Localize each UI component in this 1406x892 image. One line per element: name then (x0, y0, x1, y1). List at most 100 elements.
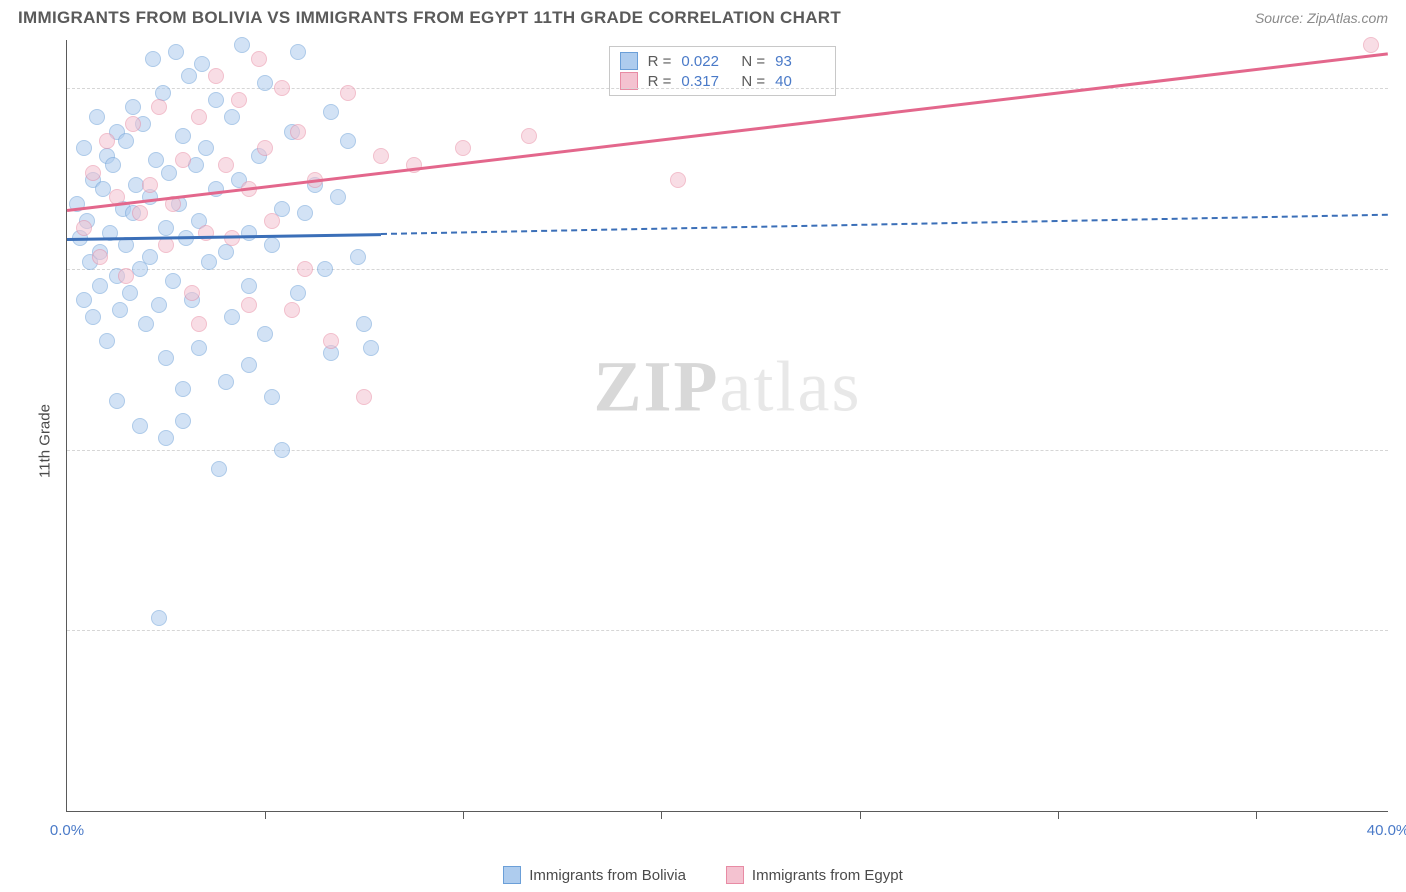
data-point (264, 389, 280, 405)
data-point (208, 181, 224, 197)
data-point (132, 418, 148, 434)
n-value-egypt: 40 (775, 73, 825, 90)
data-point (257, 326, 273, 342)
data-point (76, 220, 92, 236)
data-point (175, 413, 191, 429)
data-point (158, 220, 174, 236)
data-point (455, 140, 471, 156)
data-point (112, 302, 128, 318)
data-point (151, 297, 167, 313)
data-point (521, 128, 537, 144)
ytick-label: 100.0% (1398, 80, 1406, 97)
data-point (138, 316, 154, 332)
data-point (340, 85, 356, 101)
n-label: N = (741, 53, 765, 70)
data-point (218, 244, 234, 260)
data-point (181, 68, 197, 84)
data-point (290, 285, 306, 301)
data-point (323, 333, 339, 349)
ytick-label: 92.5% (1398, 260, 1406, 277)
xtick (1058, 811, 1059, 819)
data-point (670, 172, 686, 188)
data-point (142, 177, 158, 193)
data-point (317, 261, 333, 277)
legend-label-egypt: Immigrants from Egypt (752, 867, 903, 884)
data-point (191, 340, 207, 356)
data-point (218, 157, 234, 173)
legend-swatch-bolivia (503, 866, 521, 884)
data-point (191, 316, 207, 332)
ytick-label: 85.0% (1398, 441, 1406, 458)
xtick-label: 0.0% (50, 822, 84, 839)
xtick (661, 811, 662, 819)
data-point (224, 109, 240, 125)
data-point (218, 374, 234, 390)
data-point (264, 213, 280, 229)
data-point (89, 109, 105, 125)
watermark: ZIPatlas (594, 345, 862, 428)
legend-label-bolivia: Immigrants from Bolivia (529, 867, 686, 884)
xtick (463, 811, 464, 819)
r-label: R = (648, 73, 672, 90)
n-value-bolivia: 93 (775, 53, 825, 70)
data-point (151, 99, 167, 115)
data-point (122, 285, 138, 301)
n-label: N = (741, 73, 765, 90)
data-point (264, 237, 280, 253)
data-point (208, 92, 224, 108)
data-point (148, 152, 164, 168)
data-point (158, 430, 174, 446)
ytick-label: 77.5% (1398, 622, 1406, 639)
data-point (194, 56, 210, 72)
chart-area: 11th Grade ZIPatlas R = 0.022 N = 93 R =… (18, 40, 1388, 842)
chart-source: Source: ZipAtlas.com (1255, 10, 1388, 26)
data-point (340, 133, 356, 149)
data-point (151, 610, 167, 626)
data-point (356, 389, 372, 405)
data-point (251, 51, 267, 67)
data-point (224, 309, 240, 325)
r-label: R = (648, 53, 672, 70)
legend-bottom: Immigrants from Bolivia Immigrants from … (0, 866, 1406, 884)
xtick (265, 811, 266, 819)
data-point (1363, 37, 1379, 53)
data-point (297, 261, 313, 277)
plot-region: ZIPatlas R = 0.022 N = 93 R = 0.317 N = … (66, 40, 1388, 812)
legend-item-bolivia: Immigrants from Bolivia (503, 866, 686, 884)
xtick-label: 40.0% (1367, 822, 1406, 839)
data-point (92, 278, 108, 294)
data-point (234, 37, 250, 53)
data-point (175, 152, 191, 168)
data-point (76, 140, 92, 156)
data-point (290, 44, 306, 60)
xtick (860, 811, 861, 819)
data-point (76, 292, 92, 308)
data-point (125, 99, 141, 115)
data-point (363, 340, 379, 356)
data-point (201, 254, 217, 270)
legend-swatch-egypt (726, 866, 744, 884)
data-point (158, 237, 174, 253)
r-value-bolivia: 0.022 (681, 53, 731, 70)
data-point (99, 333, 115, 349)
data-point (92, 249, 108, 265)
data-point (125, 116, 141, 132)
data-point (161, 165, 177, 181)
data-point (241, 225, 257, 241)
data-point (257, 140, 273, 156)
data-point (211, 461, 227, 477)
data-point (191, 109, 207, 125)
data-point (241, 357, 257, 373)
data-point (168, 44, 184, 60)
data-point (241, 297, 257, 313)
data-point (158, 350, 174, 366)
data-point (85, 309, 101, 325)
legend-swatch-bolivia (620, 52, 638, 70)
gridline (67, 269, 1388, 270)
data-point (175, 381, 191, 397)
data-point (208, 68, 224, 84)
gridline (67, 630, 1388, 631)
data-point (109, 393, 125, 409)
data-point (356, 316, 372, 332)
gridline (67, 450, 1388, 451)
